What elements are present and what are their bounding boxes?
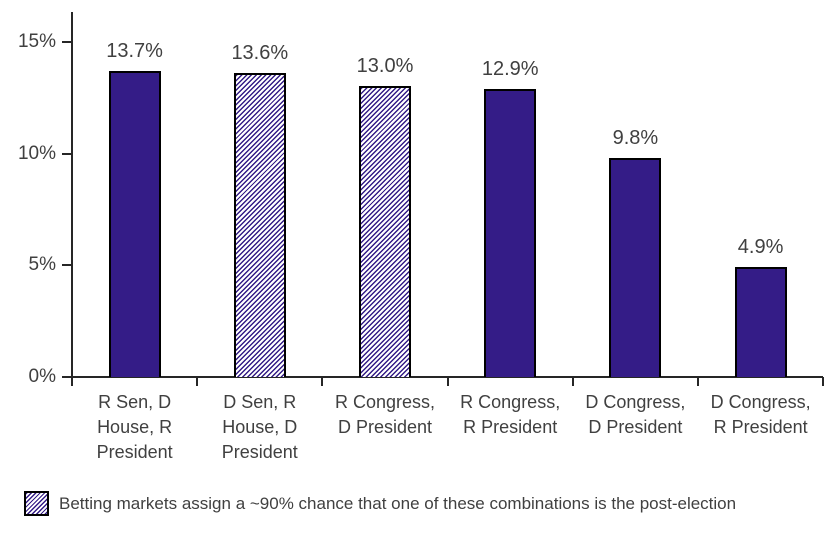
category-label: D Congress, R President <box>710 392 811 437</box>
bar <box>609 157 662 377</box>
x-axis-line <box>70 376 823 378</box>
bar-value-label: 9.8% <box>612 126 659 149</box>
bar-value-label: 13.7% <box>106 39 163 62</box>
hatched-swatch-icon <box>24 491 49 516</box>
y-tick-label: 15% <box>17 30 56 52</box>
category-label: R Sen, D House, R President <box>96 392 173 462</box>
bar-value-label: 13.6% <box>231 42 289 65</box>
y-tick <box>62 264 72 267</box>
x-tick <box>697 377 699 386</box>
category-label: D Sen, R House, D President <box>221 392 298 462</box>
x-tick <box>321 377 324 386</box>
y-axis-line <box>71 12 73 378</box>
bar <box>734 267 787 377</box>
category-label: R Congress, D President <box>334 392 436 437</box>
y-tick <box>62 152 72 155</box>
bar-value-label: 13.0% <box>356 55 414 78</box>
legend-label: Betting markets assign a ~90% chance tha… <box>59 493 737 513</box>
x-tick <box>71 377 73 386</box>
x-tick <box>571 377 574 386</box>
legend: Betting markets assign a ~90% chance tha… <box>24 491 736 516</box>
bar <box>108 70 161 377</box>
bar <box>233 73 286 377</box>
x-tick <box>822 377 825 386</box>
x-tick <box>196 377 199 386</box>
bar <box>484 88 537 377</box>
bar <box>359 86 411 377</box>
category-label: D Congress, D President <box>585 392 686 437</box>
bar-value-label: 4.9% <box>737 236 784 259</box>
bar-value-label: 12.9% <box>481 57 539 80</box>
y-tick <box>62 40 72 43</box>
y-tick <box>62 376 72 378</box>
y-tick-label: 5% <box>28 254 56 276</box>
y-tick-label: 10% <box>17 142 56 164</box>
y-tick-label: 0% <box>28 366 56 387</box>
category-label: R Congress, R President <box>460 392 561 437</box>
x-tick <box>446 377 449 386</box>
